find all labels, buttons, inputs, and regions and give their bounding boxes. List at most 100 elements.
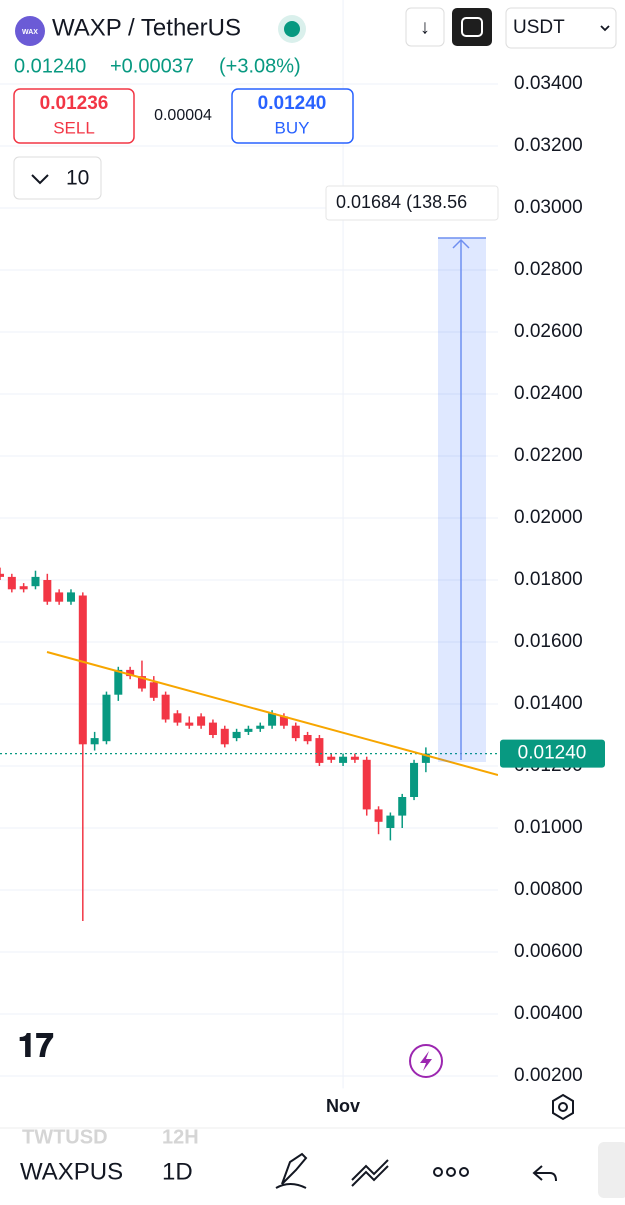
chevron [31,174,49,185]
drawings [46,237,498,776]
settings-dot [558,1102,568,1112]
y-tick-label: 0.00200 [514,1065,583,1086]
currency-select[interactable] [505,7,617,49]
download-icon: ↓ [420,16,430,38]
buy-label: BUY [275,118,310,137]
candle-body [208,722,217,735]
candle-body [114,669,123,695]
x-tick-label: Nov [326,1096,360,1116]
candle-body [173,713,182,723]
bolt-icon [420,1051,432,1071]
y-tick-label: 0.03400 [514,73,583,94]
sell-price: 0.01236 [40,93,109,114]
candle-body [268,713,277,726]
last-price-box [500,739,605,768]
candle-body [66,592,75,602]
draw-icon[interactable] [275,1152,308,1189]
y-tick-label: 0.03200 [514,135,583,156]
price-axis: 0.03400 0.03200 0.03000 0.02800 0.02600 0.024… [514,73,583,1086]
candle-body [185,722,194,726]
candle-body [279,716,288,726]
y-tick-label: 0.02400 [514,383,583,404]
candle-body [19,586,28,590]
candle-body [256,725,265,729]
candle-body [102,694,111,742]
ghost-interval: 12H [162,1126,199,1148]
coin-icon [15,16,45,46]
y-tick-label: 0.03000 [514,197,583,218]
chevron [600,25,610,32]
candle-body [339,756,348,763]
y-tick-label: 0.01800 [514,569,583,590]
candle-body [126,669,135,677]
arrow-head [452,238,470,249]
bottom-symbol[interactable]: WAXPUS [20,1158,123,1185]
candle-body [0,573,4,577]
symbol[interactable]: WAXP / TetherUS [52,14,241,41]
candle-body [78,595,87,745]
y-tick-label: 0.01600 [514,631,583,652]
quantity: 10 [66,167,89,190]
y-tick-label: 0.00600 [514,941,583,962]
candle-body [90,738,99,745]
candle-body [374,809,383,822]
buy-button[interactable] [231,88,354,144]
candle-body [43,580,52,602]
measure-area [438,238,486,762]
candle-body [149,682,158,698]
candle-body [232,731,241,739]
candle-body [350,756,359,760]
candle-body [220,728,229,745]
candle-body [161,694,170,720]
y-tick-label: 0.02600 [514,321,583,342]
candle-body [291,725,300,739]
settings-icon[interactable] [552,1093,574,1121]
y-tick-label: 0.02000 [514,507,583,528]
sell-label: SELL [53,118,95,137]
status-halo [278,15,306,43]
trend-line [46,651,498,776]
status-dot [284,21,300,37]
candle-body [137,676,146,689]
y-tick-label: 0.02800 [514,259,583,280]
y-tick-label: 0.00400 [514,1003,583,1024]
last-price-label: 0.01240 [518,743,587,764]
download-button[interactable] [405,7,445,47]
candles-layer [0,567,498,921]
candle-body [398,797,407,816]
y-tick-label: 0.01000 [514,817,583,838]
buy-price: 0.01240 [258,93,327,114]
undo-icon[interactable] [532,1165,557,1182]
side-tab[interactable] [598,1142,625,1198]
bottom-interval[interactable]: 1D [162,1158,193,1185]
measure-label: 0.01684 (138.56 [336,192,467,212]
candle-body [315,738,324,763]
candle-body [421,753,430,763]
spread: 0.00004 [154,107,212,124]
ghost-symbol: TWTUSD [22,1126,108,1148]
tv-logo: 𝟏𝟕 [18,1027,54,1063]
candle-body [327,756,336,760]
candle-body [303,735,312,742]
fullscreen-icon [461,17,483,37]
y-tick-label: 0.00800 [514,879,583,900]
change-pct: (+3.08%) [219,55,301,77]
candle-body [31,576,40,587]
candle-body [410,762,419,797]
currency: USDT [513,17,565,38]
coin-icon-text: WAX [22,29,38,36]
candle-body [244,728,253,732]
candle-body [197,716,206,726]
price: 0.01240 [14,55,86,77]
sell-button[interactable] [13,88,135,144]
candle-body [362,759,371,810]
indicators-icon[interactable] [351,1159,389,1187]
fullscreen-button[interactable] [452,8,492,46]
candle-body [7,576,16,590]
candle-body [386,815,395,828]
y-tick-label: 0.02200 [514,445,583,466]
change: +0.00037 [110,55,194,77]
more-icon[interactable] [433,1167,469,1177]
candle-body [55,592,64,602]
quantity-select[interactable] [13,156,102,200]
